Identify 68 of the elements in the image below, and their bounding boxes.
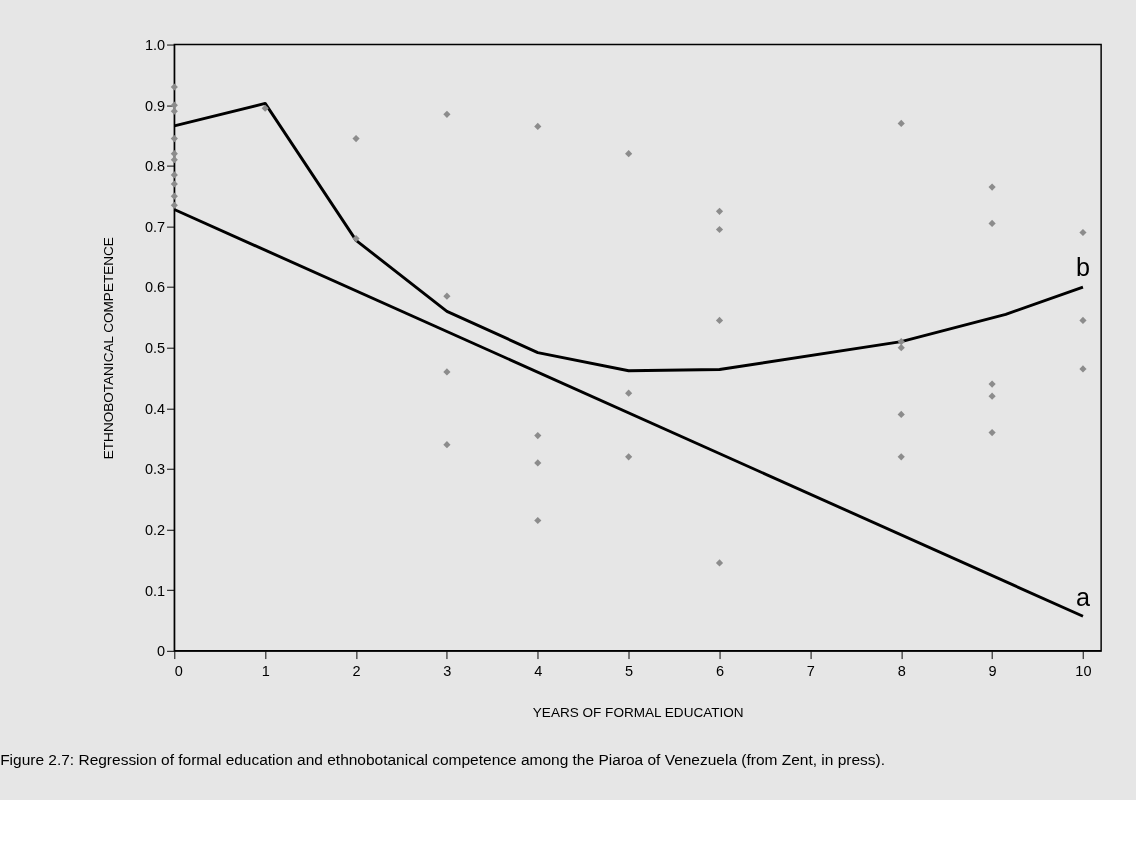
y-tick-label: 0.4 <box>144 400 166 417</box>
point <box>715 225 724 234</box>
point <box>897 338 905 346</box>
x-tick-label: 9 <box>988 663 997 680</box>
caption: Figure 2.7: Regression of formal education and ethnobotanical competence among the Piaroa of Venezuela (from Zent, in press). <box>0 751 885 769</box>
x-tick-label: 8 <box>897 663 906 680</box>
point <box>988 219 996 228</box>
point <box>988 392 996 400</box>
x-tick-label: 1 <box>261 663 270 680</box>
point <box>625 389 633 397</box>
point <box>443 368 451 376</box>
point <box>625 453 633 461</box>
point <box>534 459 542 467</box>
point <box>897 410 905 418</box>
point <box>170 83 178 91</box>
x-tick-label: 3 <box>443 663 452 680</box>
x-tick-label: 4 <box>534 663 543 680</box>
point <box>897 344 905 352</box>
point <box>170 156 178 164</box>
point <box>170 192 178 200</box>
point <box>443 292 451 300</box>
point <box>1079 365 1087 373</box>
point <box>988 183 996 191</box>
y-tick-label: 0.1 <box>144 582 166 599</box>
x-tick-label: 5 <box>625 663 634 680</box>
point <box>352 134 360 143</box>
point <box>534 432 542 440</box>
point <box>1079 316 1087 325</box>
point <box>170 180 178 188</box>
y-tick-label: 0.7 <box>144 218 166 235</box>
point <box>170 107 178 115</box>
x-tick-label: 6 <box>715 663 725 680</box>
point <box>897 453 905 461</box>
point <box>170 171 178 179</box>
point <box>715 559 724 567</box>
annotation: a <box>1075 582 1090 611</box>
point <box>443 441 451 449</box>
point <box>715 207 724 215</box>
point <box>261 104 269 112</box>
point <box>534 516 542 525</box>
point <box>170 101 178 109</box>
point <box>534 122 542 131</box>
y-tick-label: 0.2 <box>144 521 166 538</box>
point <box>170 134 178 143</box>
y-axis-title: ETHNOBOTANICAL COMPETENCE <box>100 237 116 460</box>
point <box>988 428 996 437</box>
x-tick-label: 0 <box>174 663 183 680</box>
annotation: b <box>1075 253 1090 282</box>
x-tick-label: 2 <box>352 663 361 680</box>
point <box>443 110 451 118</box>
point <box>170 201 178 209</box>
point <box>625 150 633 158</box>
y-tick-label: 0.9 <box>144 97 166 114</box>
y-tick-label: 0 <box>157 643 166 660</box>
point <box>1079 228 1087 237</box>
x-tick-label: 7 <box>806 663 815 680</box>
point <box>897 119 905 127</box>
x-tick-label: 10 <box>1075 663 1092 680</box>
y-tick-label: 0.6 <box>144 279 166 296</box>
point <box>715 316 724 325</box>
y-tick-label: 0.3 <box>144 461 166 478</box>
y-tick-label: 1.0 <box>144 36 166 53</box>
y-tick-label: 0.5 <box>144 340 166 357</box>
x-axis-title: YEARS OF FORMAL EDUCATION <box>532 705 744 721</box>
point <box>352 234 360 243</box>
point <box>988 380 996 388</box>
point <box>170 150 178 158</box>
y-tick-label: 0.8 <box>144 158 166 175</box>
